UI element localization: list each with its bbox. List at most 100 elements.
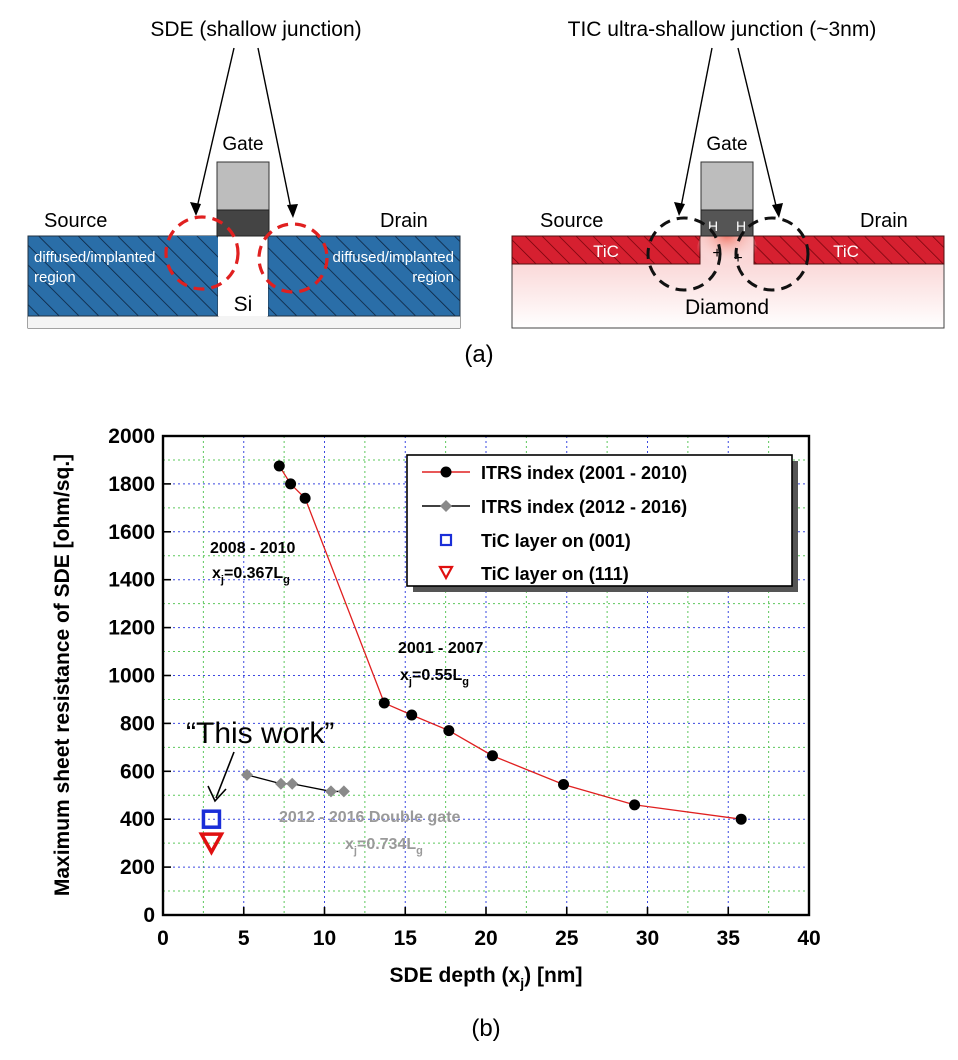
tic-title: TIC ultra-shallow junction (~3nm)	[568, 18, 877, 41]
point-tic-001	[201, 809, 222, 829]
series-layer	[198, 460, 747, 856]
legend-marker-itrs-2012	[440, 500, 452, 512]
point-itrs-2001-2010	[285, 478, 297, 490]
pointer-arrow-right	[287, 204, 298, 218]
tic-drain-layer	[753, 235, 945, 265]
x-tick-label: 25	[555, 927, 579, 950]
region-right-line1: diffused/implanted	[333, 249, 454, 266]
point-tic-111	[198, 832, 225, 856]
x-tick-label: 15	[394, 927, 418, 950]
x-tick-label: 5	[238, 927, 250, 950]
sde-diagram: SDE (shallow junction) Gate Source Drain…	[27, 18, 461, 329]
y-tick-label: 200	[120, 856, 155, 879]
annotation-double-gate-formula: xj=0.734Lg	[345, 836, 423, 857]
point-itrs-2012-2016	[274, 777, 287, 790]
tic-diagram: TIC ultra-shallow junction (~3nm) Gate S…	[511, 18, 945, 329]
point-itrs-2001-2010	[299, 492, 311, 504]
point-itrs-2012-2016	[286, 777, 299, 790]
tic-source-label: Source	[540, 210, 603, 232]
legend-marker-itrs-2001	[440, 466, 452, 478]
tic-pointer-line-left	[679, 47, 713, 213]
y-tick-label: 2000	[108, 425, 155, 448]
point-itrs-2001-2010	[629, 799, 641, 811]
point-itrs-2001-2010	[735, 813, 747, 825]
plus-right: +	[733, 250, 742, 267]
gate-label: Gate	[222, 134, 263, 155]
x-tick-label: 35	[717, 927, 741, 950]
tic-pointer-arrow-left	[674, 202, 685, 216]
x-axis-title: SDE depth (xj) [nm]	[390, 964, 583, 991]
resistance-chart: 0 5 10 15 20 25 30 35 40020040060080010001200140…	[51, 425, 821, 991]
h-left-label: H	[708, 218, 718, 234]
source-extension	[168, 236, 218, 280]
x-tick-label: 0	[157, 927, 169, 950]
x-tick-label: 30	[636, 927, 659, 950]
annotation-2008-2010-formula: xj=0.367Lg	[212, 565, 290, 586]
point-itrs-2012-2016	[337, 785, 350, 798]
legend-label-itrs-2012: ITRS index (2012 - 2016)	[481, 497, 687, 517]
tic-drain-label: Drain	[860, 210, 908, 232]
region-left-line2: region	[34, 269, 76, 286]
legend: ITRS index (2001 - 2010) ITRS index (201…	[406, 454, 798, 592]
point-itrs-2012-2016	[324, 785, 337, 798]
y-tick-label: 1000	[108, 665, 155, 688]
axis-ticks: 0 5 10 15 20 25 30 35 40020040060080010001200140…	[108, 425, 820, 950]
series-line-0	[278, 465, 742, 820]
legend-label-tic-001: TiC layer on (001)	[481, 531, 631, 551]
tic-left-label: TiC	[593, 242, 619, 261]
pointer-line-right	[257, 47, 293, 215]
panel-a-label: (a)	[464, 341, 493, 368]
region-left-line1: diffused/implanted	[34, 249, 155, 266]
annotation-double-gate: 2012 - 2016 Double gate	[279, 809, 461, 826]
tic-pointer-arrow-right	[772, 203, 783, 218]
plus-left: +	[712, 245, 721, 262]
point-itrs-2001-2010	[406, 709, 418, 721]
source-label: Source	[44, 210, 107, 232]
y-tick-label: 600	[120, 760, 155, 783]
y-tick-label: 400	[120, 808, 155, 831]
pointer-line-left	[195, 47, 235, 213]
point-itrs-2001-2010	[486, 750, 498, 762]
y-tick-label: 1400	[108, 569, 155, 592]
tic-gate-label: Gate	[706, 134, 747, 155]
legend-marker-tic-111	[438, 565, 454, 581]
legend-marker-tic-001	[439, 533, 453, 547]
tic-junction-circle-left	[646, 216, 722, 292]
y-axis-title: Maximum sheet resistance of SDE [ohm/sq.…	[51, 454, 74, 896]
point-itrs-2001-2010	[273, 460, 285, 472]
y-tick-label: 1600	[108, 521, 155, 544]
channel-glow	[697, 224, 757, 276]
gate-electrode	[216, 161, 270, 211]
region-right-line2: region	[412, 269, 454, 286]
y-tick-label: 1800	[108, 473, 155, 496]
drain-region	[267, 235, 461, 317]
substrate-base	[28, 316, 460, 328]
this-work-arrow-line	[215, 751, 235, 799]
diamond-label: Diamond	[685, 296, 769, 319]
channel-gap	[218, 236, 268, 280]
annotation-this-work: “This work”	[186, 717, 334, 750]
point-itrs-2001-2010	[558, 778, 570, 790]
annotation-2001-2007-formula: xj=0.55Lg	[400, 667, 469, 688]
y-tick-label: 0	[143, 904, 155, 927]
tic-junction-circle-right	[734, 216, 810, 292]
tic-source-layer	[511, 235, 701, 265]
x-tick-label: 20	[474, 927, 497, 950]
this-work-arrow-head	[207, 785, 227, 803]
junction-circle-right	[257, 222, 329, 294]
legend-box	[406, 454, 793, 587]
y-tick-label: 800	[120, 712, 155, 735]
point-itrs-2001-2010	[378, 697, 390, 709]
tic-gate-electrode	[700, 161, 754, 211]
x-tick-label: 40	[797, 927, 820, 950]
pointer-arrow-left	[190, 202, 201, 216]
x-tick-label: 10	[313, 927, 336, 950]
legend-label-tic-111: TiC layer on (111)	[481, 564, 629, 584]
channel-body	[218, 280, 268, 316]
h-right-label: H	[736, 218, 746, 234]
tic-right-label: TiC	[833, 242, 859, 261]
y-tick-label: 1200	[108, 617, 155, 640]
sde-title: SDE (shallow junction)	[150, 18, 361, 41]
gate-oxide	[216, 209, 270, 237]
